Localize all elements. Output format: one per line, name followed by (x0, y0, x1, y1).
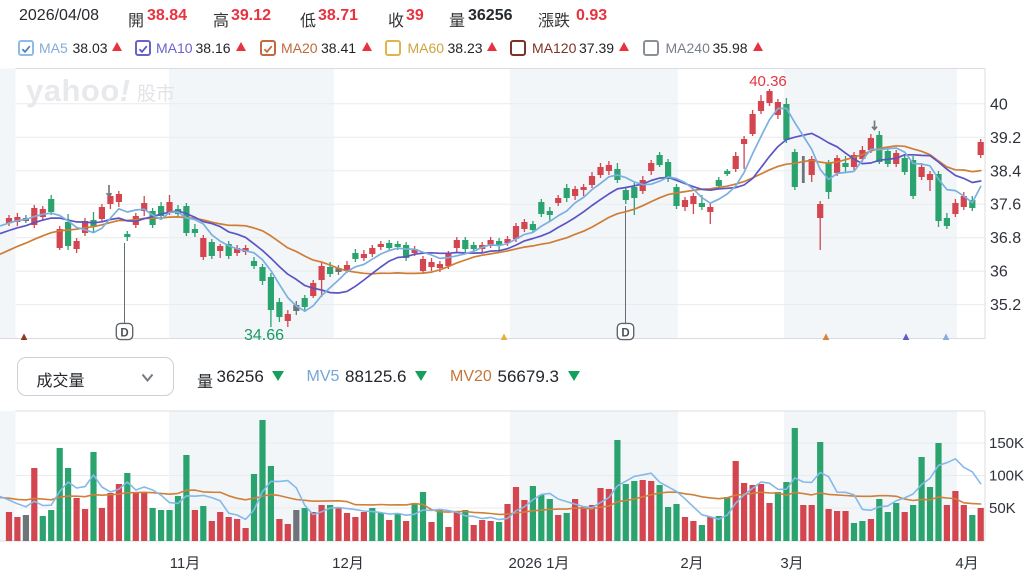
svg-text:3月: 3月 (780, 555, 803, 572)
svg-text:yahoo!: yahoo! (26, 73, 131, 108)
svg-text:37.6: 37.6 (990, 197, 1021, 214)
svg-text:12月: 12月 (332, 555, 364, 572)
svg-text:50K: 50K (989, 500, 1016, 517)
svg-text:2026 1月: 2026 1月 (509, 555, 570, 572)
svg-text:36.8: 36.8 (990, 230, 1021, 247)
svg-text:40.36: 40.36 (749, 73, 787, 90)
svg-text:D: D (621, 327, 629, 339)
svg-text:100K: 100K (989, 468, 1024, 485)
svg-text:38.4: 38.4 (990, 163, 1021, 180)
svg-text:36: 36 (990, 264, 1008, 281)
svg-text:4月: 4月 (955, 555, 978, 572)
svg-text:2月: 2月 (680, 555, 703, 572)
svg-text:股市: 股市 (137, 83, 175, 105)
svg-text:39.2: 39.2 (990, 130, 1021, 147)
svg-text:D: D (120, 327, 128, 339)
svg-text:35.2: 35.2 (990, 297, 1021, 314)
svg-text:34.66: 34.66 (244, 327, 284, 344)
svg-text:150K: 150K (989, 435, 1024, 452)
svg-text:11月: 11月 (170, 555, 201, 572)
svg-text:40: 40 (990, 96, 1008, 113)
